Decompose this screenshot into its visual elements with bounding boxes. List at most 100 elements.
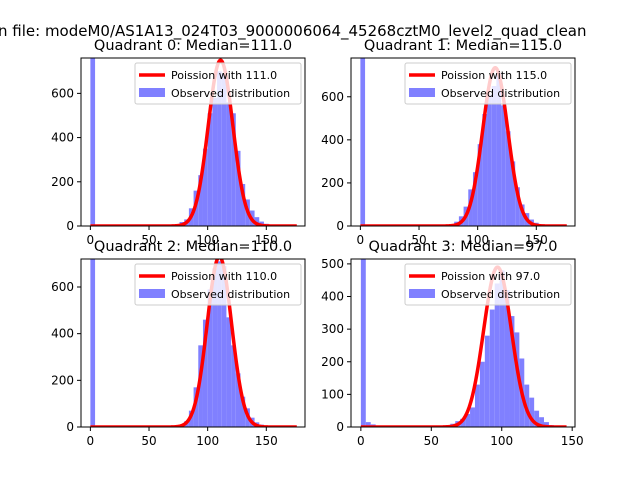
histogram-bar: [534, 410, 540, 427]
axes-frame: [80, 57, 306, 227]
subplot-title: Quadrant 1: Median=115.0: [364, 38, 562, 54]
histogram-bar: [474, 384, 480, 427]
histogram-bar: [510, 161, 516, 226]
axes-frame: [350, 258, 576, 428]
y-tick-label: 0: [66, 219, 74, 233]
subplot-quadrant-0: 0 50 100 150 0 200 400 600 Quadrant 0: Median=11…: [51, 38, 306, 247]
histogram-bar: [499, 270, 505, 427]
histogram-bar: [360, 58, 366, 226]
x-tick-label: 150: [561, 434, 584, 448]
legend-bar-swatch: [139, 289, 165, 298]
x-tick-label: 150: [255, 233, 278, 247]
histogram-bar: [202, 148, 208, 226]
x-tick-label: 100: [490, 434, 513, 448]
histogram-bar: [494, 283, 500, 427]
histogram-bar: [207, 113, 213, 226]
histogram-bar: [90, 58, 96, 226]
y-tick-label: 500: [321, 257, 344, 271]
histogram-bar: [226, 102, 232, 226]
histogram-bar: [212, 97, 218, 226]
x-tick-label: 0: [357, 434, 365, 448]
figure-title: n file: modeM0/AS1A13_024T03_9000006064_…: [0, 22, 587, 41]
legend-label: Observed distribution: [171, 288, 290, 301]
histogram-bar: [505, 131, 511, 226]
histogram-bar: [477, 144, 483, 226]
histogram-bar: [496, 73, 502, 226]
legend-bar-swatch: [409, 289, 435, 298]
histogram-bar: [198, 175, 203, 226]
subplot-quadrant-3: 0 50 100 150 0 100 200 300 400 500 Quadrant 3: Med…: [321, 239, 584, 448]
histogram-bar: [226, 317, 232, 427]
axes-frame: [350, 57, 576, 227]
x-tick-label: 100: [196, 434, 219, 448]
legend-box: [404, 62, 572, 105]
poisson-curve: [359, 65, 568, 226]
histogram-bar: [221, 266, 227, 427]
histogram-bar: [470, 407, 475, 427]
poisson-curve: [89, 58, 298, 226]
x-tick-label: 50: [141, 233, 156, 247]
x-tick-label: 50: [424, 434, 439, 448]
histogram-bar: [207, 289, 213, 427]
x-tick-label: 0: [357, 233, 365, 247]
histogram-bar: [487, 94, 492, 226]
histogram-bar: [198, 345, 203, 427]
subplot-title: Quadrant 3: Median=97.0: [369, 239, 558, 255]
y-tick-label: 200: [51, 373, 74, 387]
legend: Poission with 97.0 Observed distribution: [404, 263, 572, 306]
histogram-bar: [212, 268, 218, 427]
y-tick-label: 400: [321, 133, 344, 147]
y-tick-label: 400: [321, 290, 344, 304]
subplot-quadrant-2: 0 50 100 150 0 200 400 600 Quadrant 2: Median=11…: [51, 239, 306, 448]
histogram-bar: [231, 113, 236, 226]
y-tick-label: 400: [51, 131, 74, 145]
histogram-bar: [515, 187, 520, 226]
histogram-bar: [217, 261, 222, 427]
histogram-bar: [509, 316, 515, 427]
legend: Poission with 110.0 Observed distribution: [134, 263, 302, 306]
panels: 0 50 100 150 0 200 400 600 Quadrant 0: Median=11…: [51, 38, 584, 448]
histogram-bar: [501, 105, 506, 226]
axes-frame: [80, 258, 306, 428]
legend-bar-swatch: [139, 88, 165, 97]
histogram-bar: [519, 204, 525, 226]
x-tick-label: 150: [525, 233, 548, 247]
x-tick-label: 100: [196, 233, 219, 247]
y-tick-label: 300: [321, 322, 344, 336]
histogram-bar: [231, 345, 236, 427]
x-tick-label: 50: [141, 434, 156, 448]
legend-label: Observed distribution: [441, 87, 560, 100]
y-tick-label: 0: [66, 420, 74, 434]
y-tick-label: 600: [321, 90, 344, 104]
histogram-bar: [217, 71, 222, 226]
y-tick-label: 0: [336, 420, 344, 434]
histogram-bar: [460, 418, 466, 427]
histogram-bar: [221, 73, 227, 226]
y-tick-label: 200: [51, 175, 74, 189]
y-tick-label: 100: [321, 387, 344, 401]
histogram-bar: [529, 397, 535, 427]
y-tick-label: 200: [321, 176, 344, 190]
legend: Poission with 111.0 Observed distribution: [134, 62, 302, 105]
histogram-bar: [235, 150, 241, 226]
legend-bar-swatch: [409, 88, 435, 97]
y-tick-label: 400: [51, 327, 74, 341]
plot-area: [359, 58, 568, 226]
histogram-bar: [482, 114, 488, 226]
y-tick-label: 200: [321, 355, 344, 369]
histogram-bar: [240, 396, 246, 427]
histogram-bar: [544, 422, 549, 427]
legend-label: Poission with 110.0: [171, 270, 277, 283]
legend-box: [134, 62, 302, 105]
subplot-title: Quadrant 2: Median=110.0: [94, 239, 292, 255]
histogram-bar: [465, 413, 471, 427]
histogram-bar: [365, 422, 371, 427]
legend-box: [134, 263, 302, 306]
histogram-bar: [479, 361, 485, 427]
histogram-bar: [202, 319, 208, 427]
histogram-bar: [193, 387, 199, 427]
histogram-bar: [514, 332, 520, 427]
histogram-bar: [360, 259, 366, 427]
histogram-bar: [472, 172, 478, 226]
